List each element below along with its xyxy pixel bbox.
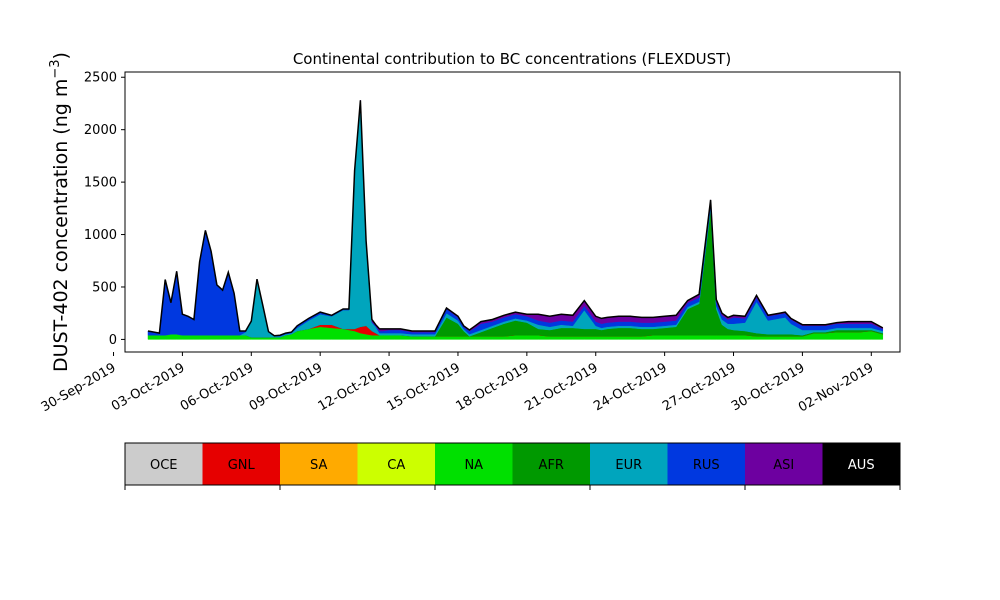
legend-label-asi: ASI bbox=[773, 458, 794, 473]
legend-label-gnl: GNL bbox=[228, 458, 256, 473]
legend-label-aus: AUS bbox=[848, 458, 875, 473]
legend-colorbar: OCE GNL SA CA NA AFR EUR RUS ASI AUS bbox=[125, 443, 901, 485]
y-axis-label-close: ) bbox=[50, 52, 72, 59]
legend-swatch-sa bbox=[280, 443, 358, 485]
y-axis-label-exponent: −3 bbox=[48, 59, 63, 78]
x-tick-label: 24-Oct-2019 bbox=[591, 360, 669, 414]
area-series-eur bbox=[148, 101, 884, 338]
legend-swatch-gnl bbox=[202, 443, 281, 485]
legend-label-ca: CA bbox=[387, 458, 405, 473]
x-tick-label: 27-Oct-2019 bbox=[660, 360, 738, 414]
chart-title: Continental contribution to BC concentra… bbox=[293, 50, 731, 68]
y-tick-label: 1000 bbox=[84, 228, 117, 243]
x-tick-label: 06-Oct-2019 bbox=[178, 360, 256, 414]
legend-swatch-oce bbox=[125, 443, 203, 485]
legend-label-eur: EUR bbox=[615, 458, 642, 473]
x-tick-label: 15-Oct-2019 bbox=[385, 360, 463, 414]
legend-label-afr: AFR bbox=[539, 458, 564, 473]
y-axis-label: DUST-402 concentration (ng m−3) bbox=[48, 52, 72, 372]
y-axis-label-main: DUST-402 concentration (ng m bbox=[50, 79, 72, 372]
y-tick-label: 0 bbox=[109, 333, 117, 348]
legend-label-rus: RUS bbox=[693, 458, 720, 473]
legend-label-na: NA bbox=[464, 458, 483, 473]
y-tick-label: 500 bbox=[92, 280, 117, 295]
legend-swatch-na bbox=[435, 443, 513, 485]
x-tick-label: 09-Oct-2019 bbox=[247, 360, 325, 414]
x-tick-label: 03-Oct-2019 bbox=[109, 360, 187, 414]
legend-ticks bbox=[124, 485, 901, 490]
legend-label-sa: SA bbox=[310, 458, 327, 473]
legend-swatch-asi bbox=[745, 443, 823, 485]
legend-swatch-eur bbox=[590, 443, 668, 485]
y-tick-label: 2500 bbox=[84, 71, 117, 86]
plot-frame bbox=[124, 71, 901, 353]
x-axis: 30-Sep-201903-Oct-201906-Oct-201909-Oct-… bbox=[39, 352, 876, 415]
total-line-group bbox=[147, 100, 884, 337]
x-tick-label: 18-Oct-2019 bbox=[453, 360, 531, 414]
x-tick-label: 21-Oct-2019 bbox=[522, 360, 600, 414]
y-tick-label: 2000 bbox=[84, 123, 117, 138]
legend-swatch-ca bbox=[357, 443, 436, 485]
x-tick-label: 02-Nov-2019 bbox=[796, 360, 876, 415]
x-tick-label: 12-Oct-2019 bbox=[316, 360, 394, 414]
legend-swatch-aus bbox=[822, 443, 901, 485]
legend-frame bbox=[124, 442, 901, 486]
x-tick-label: 30-Oct-2019 bbox=[729, 360, 807, 414]
legend-swatch-rus bbox=[667, 443, 746, 485]
y-axis: 0 500 1000 1500 2000 2500 bbox=[84, 71, 125, 348]
legend-swatch-afr bbox=[512, 443, 591, 485]
area-layers bbox=[147, 100, 884, 340]
y-tick-label: 1500 bbox=[84, 176, 117, 191]
total-line bbox=[147, 100, 884, 337]
legend-label-oce: OCE bbox=[150, 458, 178, 473]
